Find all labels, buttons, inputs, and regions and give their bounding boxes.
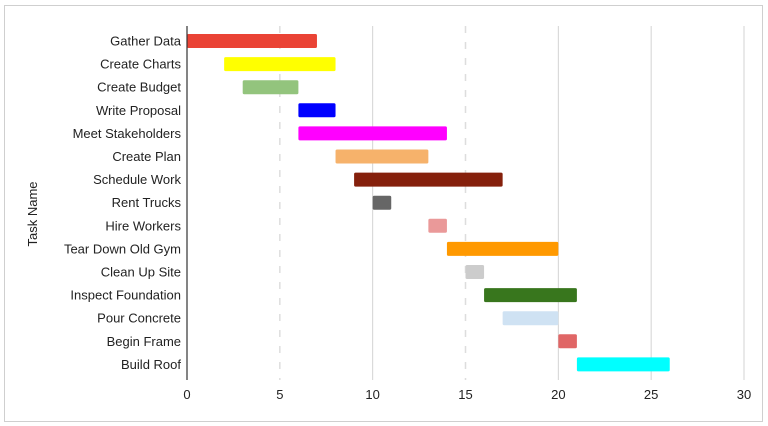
task-bar[interactable] — [484, 288, 577, 303]
x-tick-label: 0 — [183, 387, 190, 402]
y-axis-title: Task Name — [25, 181, 40, 246]
x-tick-label: 30 — [737, 387, 751, 402]
task-label: Create Plan — [112, 149, 181, 164]
task-label: Gather Data — [110, 34, 182, 49]
task-bar[interactable] — [354, 172, 503, 187]
task-label: Clean Up Site — [101, 265, 181, 280]
task-label: Create Charts — [100, 57, 181, 72]
x-tick-label: 10 — [365, 387, 379, 402]
task-bar[interactable] — [242, 80, 299, 95]
task-label: Inspect Foundation — [70, 288, 181, 303]
task-bar[interactable] — [465, 265, 485, 279]
task-bar[interactable] — [335, 149, 429, 164]
task-bar[interactable] — [372, 195, 392, 210]
task-label: Tear Down Old Gym — [64, 241, 181, 256]
x-tick-label: 25 — [644, 387, 658, 402]
task-bar[interactable] — [187, 34, 317, 48]
task-bar[interactable] — [558, 334, 577, 349]
task-label: Rent Trucks — [112, 195, 182, 210]
task-bar[interactable] — [298, 126, 447, 141]
task-label: Build Roof — [121, 357, 181, 372]
task-label: Begin Frame — [107, 334, 181, 349]
chart-frame — [4, 5, 763, 422]
task-bar[interactable] — [576, 357, 670, 372]
x-tick-label: 5 — [276, 387, 283, 402]
task-label: Schedule Work — [93, 172, 181, 187]
x-tick-label: 15 — [458, 387, 472, 402]
x-tick-label: 20 — [551, 387, 565, 402]
task-label: Meet Stakeholders — [73, 126, 182, 141]
task-bar[interactable] — [298, 103, 336, 118]
task-bar[interactable] — [224, 57, 336, 72]
task-label: Create Budget — [97, 80, 181, 95]
task-label: Hire Workers — [105, 218, 181, 233]
bar-layer — [187, 34, 670, 372]
task-bar[interactable] — [502, 311, 559, 326]
task-label: Write Proposal — [96, 103, 181, 118]
task-label: Pour Concrete — [97, 311, 181, 326]
label-layer: 0 5 10 15 20 25 30 Gather Data Create Charts Crea… — [64, 34, 751, 403]
task-bar[interactable] — [446, 241, 559, 256]
task-bar[interactable] — [428, 218, 447, 233]
grid-layer — [279, 26, 745, 380]
